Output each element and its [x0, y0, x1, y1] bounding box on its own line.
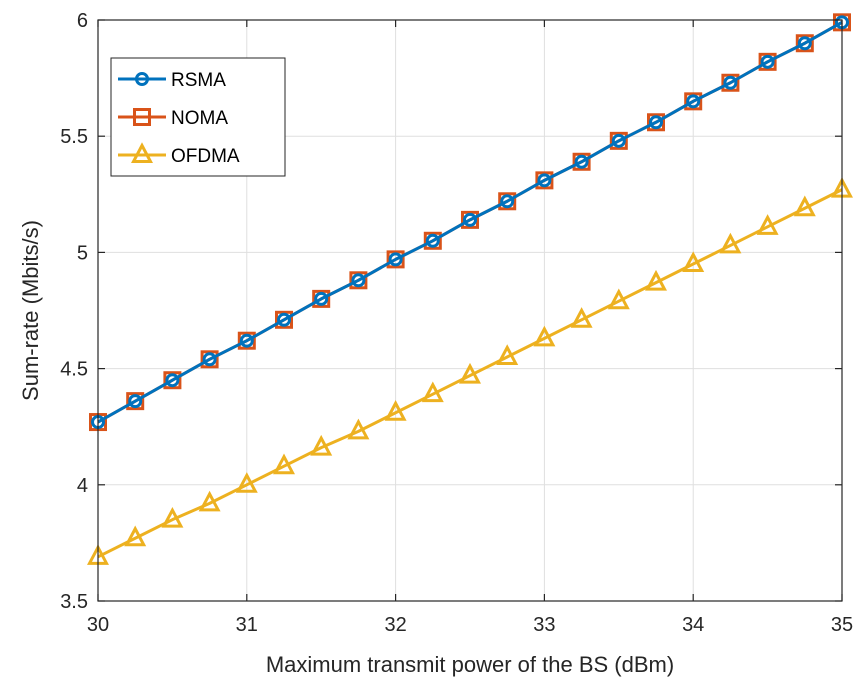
data-point	[163, 371, 182, 390]
data-point	[795, 34, 814, 53]
data-point	[386, 250, 405, 269]
y-tick-label: 6	[77, 10, 88, 32]
data-point	[277, 312, 291, 327]
data-point	[384, 400, 407, 421]
data-point	[570, 307, 593, 328]
data-point	[165, 373, 180, 388]
x-tick-label: 32	[384, 614, 406, 636]
data-point	[347, 418, 370, 440]
data-point	[793, 195, 816, 217]
data-point	[721, 73, 740, 92]
data-point	[425, 233, 440, 248]
data-point	[388, 252, 403, 267]
data-point	[275, 310, 293, 329]
data-point	[719, 232, 742, 254]
legend-label: RSMA	[171, 70, 226, 91]
data-point	[239, 333, 254, 348]
x-tick-label: 35	[831, 614, 853, 636]
data-point	[237, 331, 256, 350]
data-point	[537, 173, 552, 188]
data-point	[535, 171, 554, 190]
data-point	[682, 251, 705, 273]
y-axis-label: Sum-rate (Mbits/s)	[18, 220, 43, 401]
data-point	[684, 92, 703, 111]
data-point	[198, 490, 221, 512]
series-line	[97, 21, 843, 424]
x-axis-label: Maximum transmit power of the BS (dBm)	[266, 652, 674, 677]
data-point	[572, 152, 591, 171]
legend-item-noma: NOMA	[118, 108, 228, 129]
data-point	[500, 194, 515, 209]
data-point	[161, 506, 184, 528]
data-point	[756, 214, 779, 235]
data-point	[797, 36, 812, 51]
data-point	[310, 434, 333, 456]
y-tick-label: 3.5	[60, 591, 88, 613]
data-point	[128, 394, 143, 409]
data-point	[314, 291, 329, 306]
y-tick-label: 4	[77, 475, 88, 497]
x-tick-label: 31	[236, 614, 258, 636]
data-point	[496, 344, 519, 365]
legend-item-ofdma: OFDMA	[118, 142, 240, 167]
series-line	[97, 188, 843, 559]
data-point	[351, 273, 366, 288]
axes	[97, 19, 843, 602]
data-point	[126, 392, 145, 411]
x-tick-label: 34	[682, 614, 704, 636]
data-point	[200, 350, 219, 369]
data-point	[574, 154, 589, 169]
data-point	[461, 210, 479, 229]
data-point	[649, 115, 663, 130]
legend-marker	[133, 108, 151, 126]
legend-item-rsma: RSMA	[118, 70, 226, 91]
legend-label: NOMA	[171, 108, 228, 129]
data-point	[498, 192, 517, 211]
data-point	[124, 525, 147, 547]
data-point	[459, 362, 481, 384]
x-tick-label: 33	[533, 614, 555, 636]
data-point	[647, 113, 665, 132]
x-tick-label: 30	[87, 614, 109, 636]
tick-labels: 30 31 32 33 34 35 3.5 4 4.5 5 5.5 6	[60, 10, 853, 636]
data-point	[421, 381, 444, 403]
data-point	[533, 325, 556, 347]
data-point	[463, 212, 477, 227]
axes-box	[97, 19, 843, 602]
data-point	[607, 288, 630, 310]
data-point	[611, 133, 626, 148]
data-point	[202, 352, 217, 367]
data-point	[609, 131, 628, 150]
data-point	[723, 75, 738, 90]
data-point	[312, 289, 331, 308]
data-point	[758, 52, 777, 71]
data-point	[235, 472, 258, 493]
legend-marker	[135, 72, 149, 86]
data-point	[686, 94, 701, 109]
series-ofdma	[87, 176, 853, 565]
data-point	[273, 453, 295, 475]
legend: RSMA NOMA OFDMA	[110, 57, 286, 177]
data-point	[760, 54, 775, 69]
legend-label: OFDMA	[171, 146, 240, 167]
data-point	[645, 269, 667, 291]
y-tick-label: 4.5	[60, 359, 88, 381]
data-point	[349, 271, 368, 290]
y-tick-label: 5	[77, 242, 88, 264]
y-tick-label: 5.5	[60, 126, 88, 148]
data-point	[423, 231, 442, 250]
legend-marker	[131, 142, 153, 163]
